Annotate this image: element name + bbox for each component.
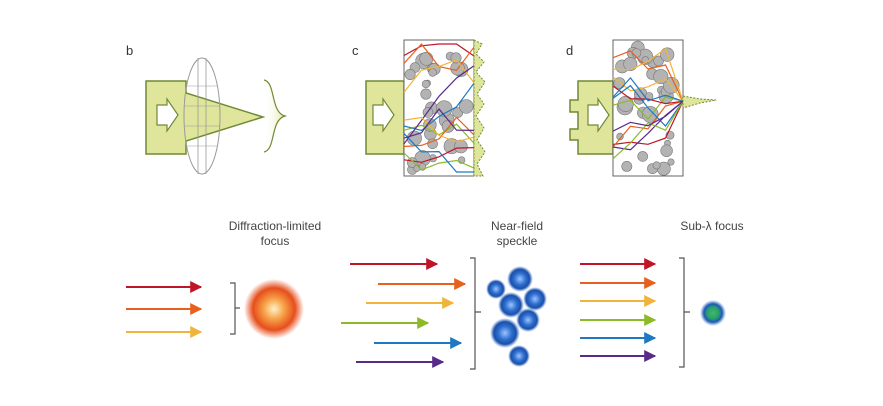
scatterer-particle [623, 56, 638, 71]
scatterer-particle [436, 100, 453, 117]
light-path [612, 100, 684, 148]
scatterer-particle [652, 161, 661, 170]
scatterer-particle [454, 139, 468, 154]
scatterer-particle [660, 144, 673, 157]
bracket [679, 257, 690, 368]
caption-sub-lambda: Sub-λ focus [680, 219, 743, 233]
scatterer-particle [459, 99, 474, 114]
focused-output [682, 95, 717, 109]
scatterer-particle [421, 79, 431, 89]
incident-beam [145, 80, 266, 155]
light-path [612, 96, 684, 121]
light-path [403, 108, 475, 139]
speckle-grain [508, 345, 530, 367]
light-path [403, 59, 475, 93]
light-path [612, 76, 684, 102]
diffraction-limited-group [126, 279, 304, 339]
light-path [612, 100, 684, 132]
speckle-group [341, 257, 547, 370]
scatterer-particle [653, 55, 664, 67]
light-path [612, 100, 684, 160]
caption-diffraction-line2: focus [261, 234, 290, 248]
scatterer-particle [428, 68, 437, 77]
light-path [612, 50, 684, 102]
scatterer-particle [653, 69, 669, 85]
scatterer-particle [667, 158, 675, 166]
panel-label-c: c [352, 43, 359, 58]
panel-label-b: b [126, 43, 133, 58]
scattering-paths [612, 47, 684, 160]
speckle-grain [507, 266, 533, 292]
scattering-paths [403, 43, 475, 173]
light-path [403, 152, 475, 171]
direction-arrow-icon [372, 97, 395, 133]
speckle-grains [486, 266, 547, 367]
light-path [403, 65, 475, 145]
panel-b-lens-focus [145, 57, 288, 175]
direction-arrow-icon [156, 97, 179, 133]
caption-speckle-line1: Near-field [491, 219, 543, 233]
light-path [403, 43, 475, 57]
light-path [403, 147, 475, 163]
panel-label-d: d [566, 43, 573, 58]
caption-speckle-line2: speckle [497, 234, 538, 248]
light-path [403, 133, 474, 173]
bracket [470, 257, 481, 370]
scatterer-particle [420, 88, 432, 100]
panel-c-scattering-medium [365, 39, 486, 177]
speckle-grain [523, 287, 547, 311]
panel-d-shaped-wavefront [569, 39, 717, 177]
scatterer-particle [404, 69, 416, 81]
scatterer-particle [427, 138, 438, 150]
speckle-grain [486, 279, 506, 299]
light-path [612, 76, 684, 102]
speckle-output-field [473, 39, 486, 177]
speckle-grain [516, 308, 540, 332]
speckle-grain [490, 318, 520, 348]
speckle-grain [498, 292, 524, 318]
light-path [612, 85, 684, 105]
scatterer-particle [637, 151, 649, 162]
direction-arrow-icon [587, 97, 610, 133]
caption-diffraction-line1: Diffraction-limited [229, 219, 321, 233]
light-path [403, 116, 475, 143]
light-path [612, 100, 684, 146]
diffraction-limited-spot [244, 279, 304, 339]
sub-lambda-focus-spot [700, 300, 726, 326]
scatterer-particle [419, 51, 434, 66]
lens [183, 57, 221, 175]
scatterer-particle [616, 132, 624, 141]
light-path [612, 84, 684, 127]
focus-intensity-profile [264, 80, 285, 152]
light-path [612, 47, 684, 102]
scatterer-particle [621, 160, 633, 172]
bracket [230, 282, 240, 335]
sub-lambda-group [580, 257, 726, 368]
